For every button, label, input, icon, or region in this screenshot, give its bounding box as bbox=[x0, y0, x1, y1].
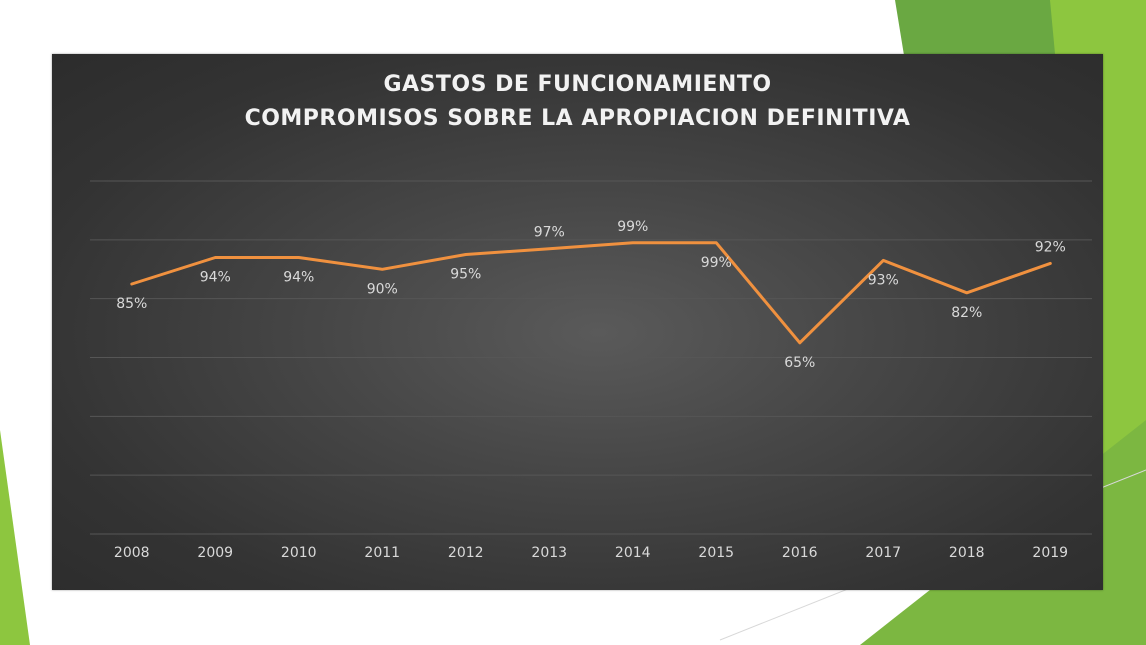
data-labels: 85% 94% 94% 90% 95% 97% 99% 99% 65% 93% 82% 92% bbox=[116, 219, 1066, 371]
data-label-2010: 94% bbox=[283, 269, 314, 285]
x-tick-label-2010: 2010 bbox=[281, 545, 317, 561]
data-label-2013: 97% bbox=[534, 225, 565, 241]
data-label-2009: 94% bbox=[200, 269, 231, 285]
x-axis-ticks: 2008 2009 2010 2011 2012 2013 2014 2015 2016 2017… bbox=[114, 545, 1068, 561]
data-label-2008: 85% bbox=[116, 296, 147, 312]
x-tick-label-2016: 2016 bbox=[782, 545, 818, 561]
green-shape-left bbox=[0, 430, 30, 645]
chart-panel: GASTOS DE FUNCIONAMIENTO COMPROMISOS SOB… bbox=[52, 54, 1103, 590]
x-tick-label-2012: 2012 bbox=[448, 545, 484, 561]
data-label-2011: 90% bbox=[367, 281, 398, 297]
data-label-2017: 93% bbox=[868, 272, 899, 288]
data-label-2014: 99% bbox=[617, 219, 648, 235]
data-label-2018: 82% bbox=[951, 305, 982, 321]
series-line bbox=[130, 241, 1052, 345]
x-tick-label-2019: 2019 bbox=[1032, 545, 1068, 561]
x-tick-label-2015: 2015 bbox=[698, 545, 734, 561]
chart-title-line-1: GASTOS DE FUNCIONAMIENTO bbox=[383, 72, 772, 97]
data-label-2012: 95% bbox=[450, 267, 481, 283]
chart-title: GASTOS DE FUNCIONAMIENTO COMPROMISOS SOB… bbox=[52, 68, 1103, 136]
line-chart: 85% 94% 94% 90% 95% 97% 99% 99% 65% 93% 82% 92% 200… bbox=[90, 180, 1092, 561]
x-tick-label-2011: 2011 bbox=[364, 545, 400, 561]
x-tick-label-2009: 2009 bbox=[197, 545, 233, 561]
x-tick-label-2014: 2014 bbox=[615, 545, 651, 561]
x-tick-label-2018: 2018 bbox=[949, 545, 985, 561]
data-label-2016: 65% bbox=[784, 355, 815, 371]
x-tick-label-2013: 2013 bbox=[531, 545, 567, 561]
chart-title-line-2: COMPROMISOS SOBRE LA APROPIACION DEFINIT… bbox=[244, 106, 911, 131]
x-tick-label-2008: 2008 bbox=[114, 545, 150, 561]
data-label-2019: 92% bbox=[1035, 239, 1066, 255]
data-label-2015: 99% bbox=[701, 255, 732, 271]
series-layer bbox=[130, 241, 1052, 345]
gridlines bbox=[90, 180, 1092, 535]
x-tick-label-2017: 2017 bbox=[865, 545, 901, 561]
